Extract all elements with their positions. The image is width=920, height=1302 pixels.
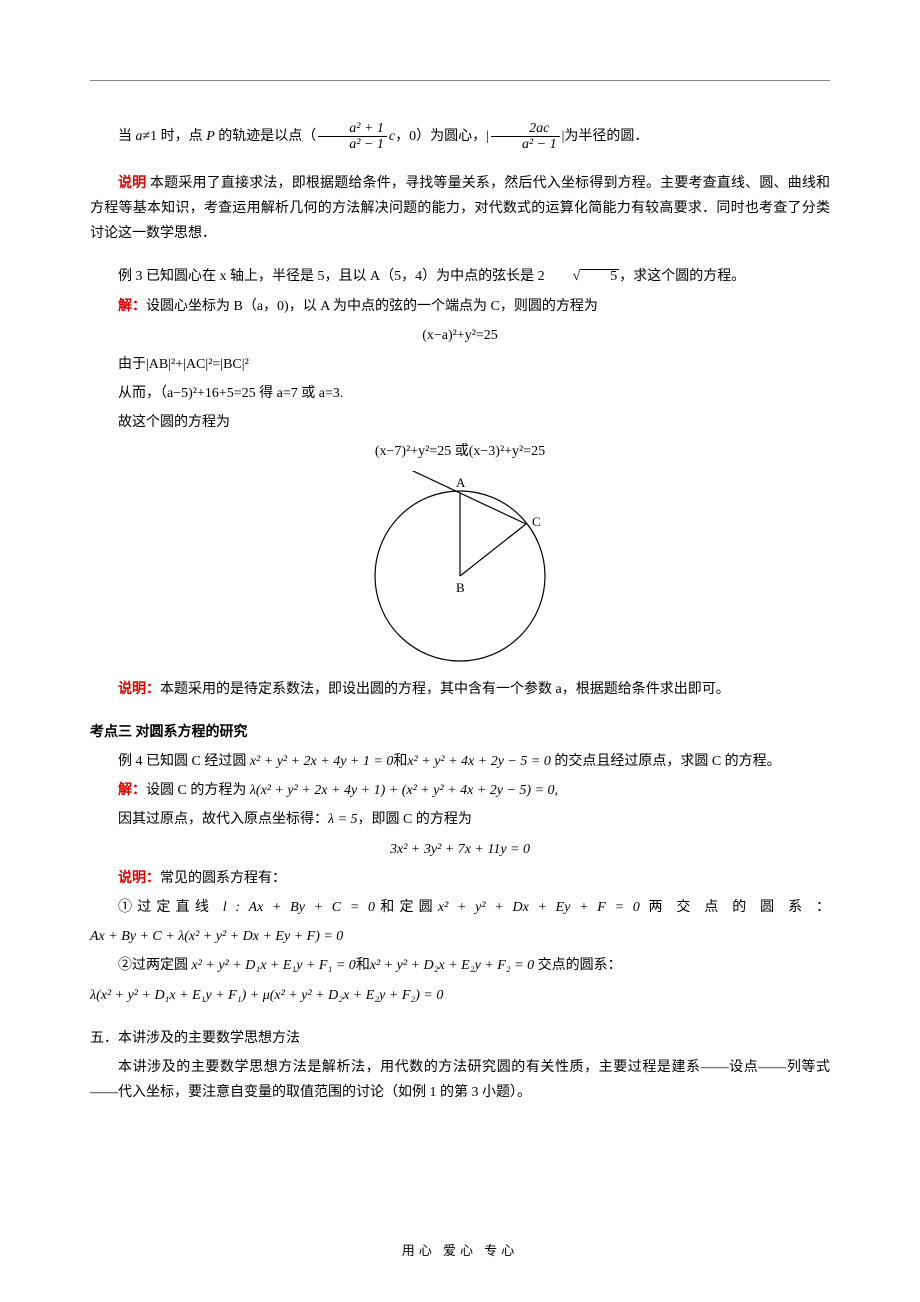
ex3-sol-text: 设圆心坐标为 B（a，0)，以 A 为中点的弦的一个端点为 C，则圆的方程为 bbox=[146, 299, 598, 314]
circle-diagram: A C B bbox=[340, 471, 580, 671]
ex3-note-label: 说明： bbox=[118, 682, 160, 697]
svg-text:A: A bbox=[456, 475, 466, 490]
i2-pre: ②过两定圆 bbox=[118, 958, 192, 973]
i2-mid: 和 bbox=[356, 958, 370, 973]
sec5-body: 本讲涉及的主要数学思想方法是解析法，用代数的方法研究圆的有关性质，主要过程是建系… bbox=[90, 1055, 830, 1105]
ex4-mid: 和 bbox=[393, 754, 407, 769]
kd3-title: 考点三 对圆系方程的研究 bbox=[90, 720, 830, 745]
sqrt-icon: √5 bbox=[545, 269, 620, 284]
frac2: 2aca² − 1 bbox=[491, 121, 560, 153]
ex4-l2b: ，即圆 C 的方程为 bbox=[358, 812, 472, 827]
ex4-lambda: λ = 5 bbox=[328, 812, 358, 827]
i1-line: l : Ax + By + C = 0 bbox=[223, 900, 375, 915]
ex4-note: 说明：常见的圆系方程有： bbox=[90, 866, 830, 891]
ex3-head: 例 3 已知圆心在 x 轴上，半径是 5，且以 A（5，4）为中点的弦长是 2√… bbox=[90, 264, 830, 289]
top-rule bbox=[90, 80, 830, 81]
ex4-line2: 因其过原点，故代入原点坐标得：λ = 5，即圆 C 的方程为 bbox=[90, 807, 830, 832]
ex3-pre: 已知圆心在 x 轴上，半径是 5，且以 A（5，4）为中点的弦长是 bbox=[143, 269, 538, 284]
ex3-post: ，求这个圆的方程。 bbox=[619, 269, 745, 284]
svg-text:B: B bbox=[456, 580, 465, 595]
frac1-num: a² + 1 bbox=[318, 121, 387, 137]
ex3-note-text: 本题采用的是待定系数法，即设出圆的方程，其中含有一个参数 a，根据题给条件求出即… bbox=[160, 682, 730, 697]
ex4-sol-pre: 设圆 C 的方程为 bbox=[146, 783, 250, 798]
page-footer: 用心 爱心 专心 bbox=[0, 1239, 920, 1262]
ex4-post: 的交点且经过原点，求圆 C 的方程。 bbox=[551, 754, 781, 769]
i2-post: 交点的圆系： bbox=[534, 958, 622, 973]
i1-mid: 和定圆 bbox=[375, 900, 438, 915]
ex4-item2: ②过两定圆 x² + y² + D₁x + E₁y + F₁ = 0和x² + … bbox=[90, 953, 830, 978]
p1-mid: 的轨迹是以点（ bbox=[215, 129, 317, 144]
ex3-sol-label: 解： bbox=[118, 299, 146, 314]
ex4-note-intro: 常见的圆系方程有： bbox=[160, 871, 286, 886]
shuoming-label-1: 说明 bbox=[118, 176, 146, 191]
ex4-eqa: x² + y² + 2x + 4y + 1 = 0 bbox=[250, 754, 394, 769]
ex4-sol-label: 解： bbox=[118, 783, 146, 798]
sec5-title: 五．本讲涉及的主要数学思想方法 bbox=[90, 1026, 830, 1051]
ex3-l1: 由于|AB|²+|AC|²=|BC|² bbox=[90, 352, 830, 377]
frac2-den: a² − 1 bbox=[491, 137, 560, 152]
page: 当 a≠1 时，点 P 的轨迹是以点（a² + 1a² − 1c，0）为圆心，|… bbox=[0, 0, 920, 1302]
para2-text: 本题采用了直接求法，即根据题给条件，寻找等量关系，然后代入坐标得到方程。主要考查… bbox=[90, 176, 830, 241]
ex4-sol: 解：设圆 C 的方程为 λ(x² + y² + 2x + 4y + 1) + (… bbox=[90, 778, 830, 803]
ex3-eq2: (x−7)²+y²=25 或(x−3)²+y²=25 bbox=[90, 439, 830, 464]
p1-post: |为半径的圆． bbox=[562, 129, 649, 144]
ex3-coef: 2 bbox=[538, 269, 545, 284]
i1-pre: ①过定直线 bbox=[118, 900, 223, 915]
para-2: 说明 本题采用了直接求法，即根据题给条件，寻找等量关系，然后代入坐标得到方程。主… bbox=[90, 171, 830, 247]
ex3-l2: 从而，（a−5)²+16+5=25 得 a=7 或 a=3. bbox=[90, 381, 830, 406]
svg-text:C: C bbox=[532, 514, 541, 529]
ex4-bigeq: λ(x² + y² + 2x + 4y + 1) + (x² + y² + 4x… bbox=[250, 783, 558, 798]
i1-post: 两 交 点 的 圆 系 ： bbox=[640, 900, 830, 915]
frac1-den: a² − 1 bbox=[318, 137, 387, 152]
p1-pre: 当 bbox=[118, 129, 136, 144]
ex4-result: 3x² + 3y² + 7x + 11y = 0 bbox=[90, 837, 830, 862]
ex4-pre: 已知圆 C 经过圆 bbox=[143, 754, 250, 769]
ex4-head: 例 4 已知圆 C 经过圆 x² + y² + 2x + 4y + 1 = 0和… bbox=[90, 749, 830, 774]
ex3-label: 例 3 bbox=[118, 269, 143, 284]
i2-c2: x² + y² + D₂x + E₂y + F₂ = 0 bbox=[370, 958, 534, 973]
frac1: a² + 1a² − 1 bbox=[318, 121, 387, 153]
ex3-l3: 故这个圆的方程为 bbox=[90, 410, 830, 435]
i1-circ: x² + y² + Dx + Ey + F = 0 bbox=[438, 900, 640, 915]
p1-cond2: ≠1 时，点 bbox=[143, 129, 207, 144]
ex4-note-label: 说明： bbox=[118, 871, 160, 886]
ex4-eqb: x² + y² + 4x + 2y − 5 = 0 bbox=[407, 754, 551, 769]
ex4-label: 例 4 bbox=[118, 754, 143, 769]
ex3-radicand: 5 bbox=[580, 269, 619, 284]
frac2-num: 2ac bbox=[491, 121, 560, 137]
ex3-sol: 解：设圆心坐标为 B（a，0)，以 A 为中点的弦的一个端点为 C，则圆的方程为 bbox=[90, 294, 830, 319]
para-1: 当 a≠1 时，点 P 的轨迹是以点（a² + 1a² − 1c，0）为圆心，|… bbox=[90, 121, 830, 153]
ex3-eq1: (x−a)²+y²=25 bbox=[90, 323, 830, 348]
i2-c1: x² + y² + D₁x + E₁y + F₁ = 0 bbox=[192, 958, 356, 973]
p1-a: a bbox=[136, 129, 143, 144]
ex4-item2-eq: λ(x² + y² + D₁x + E₁y + F₁) + μ(x² + y² … bbox=[90, 983, 830, 1008]
p1-P: P bbox=[206, 129, 215, 144]
ex3-note: 说明：本题采用的是待定系数法，即设出圆的方程，其中含有一个参数 a，根据题给条件… bbox=[90, 677, 830, 702]
ex4-item1-eq: Ax + By + C + λ(x² + y² + Dx + Ey + F) =… bbox=[90, 924, 830, 949]
ex4-item1: ①过定直线 l : Ax + By + C = 0和定圆x² + y² + Dx… bbox=[90, 895, 830, 920]
p1-cpost: ，0）为圆心，| bbox=[395, 129, 489, 144]
ex4-l2a: 因其过原点，故代入原点坐标得： bbox=[118, 812, 328, 827]
